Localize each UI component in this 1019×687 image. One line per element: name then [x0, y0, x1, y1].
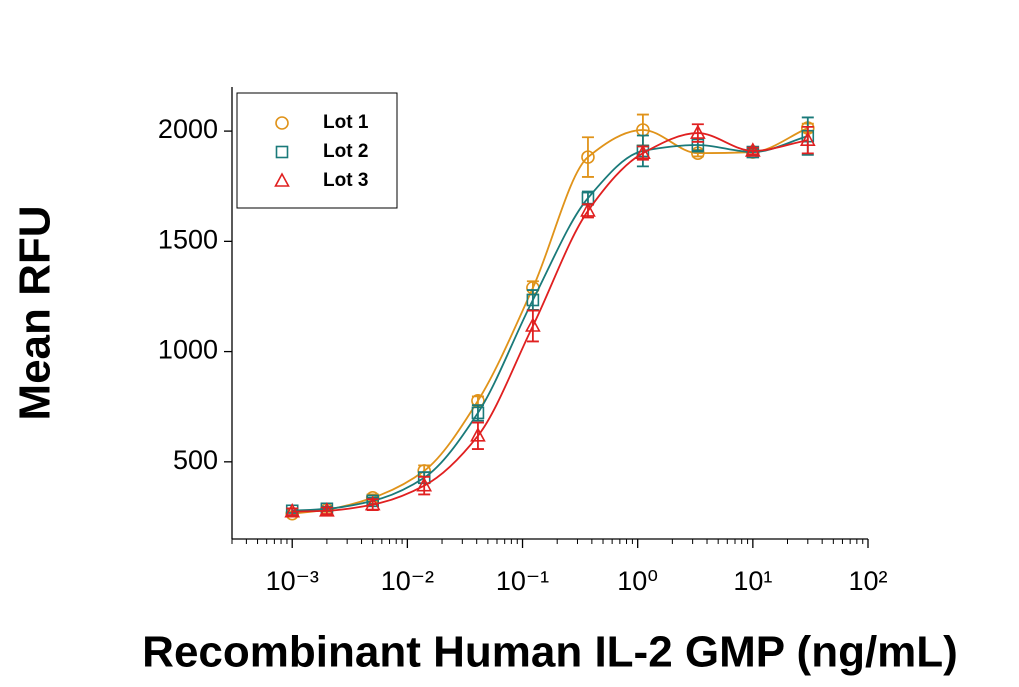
y-tick-label: 1000: [158, 335, 218, 365]
y-axis-title: Mean RFU: [11, 205, 60, 420]
point: [364, 495, 381, 511]
y-tick-label: 1500: [158, 224, 218, 254]
legend-box: [236, 92, 398, 209]
point: [690, 124, 706, 139]
error-bar: [801, 126, 814, 155]
point: [581, 150, 595, 164]
y-tick-label: 500: [173, 445, 218, 475]
x-tick-label: 10⁰: [617, 566, 658, 596]
point: [746, 145, 760, 159]
point: [799, 131, 816, 146]
error-bar: [471, 421, 484, 450]
error-bar: [581, 136, 594, 178]
x-tick-label: 10⁻¹: [496, 566, 549, 596]
point: [471, 406, 485, 420]
point: [319, 502, 335, 517]
legend-item: Lot 1: [275, 112, 369, 133]
y-tick-label: 2000: [158, 114, 218, 144]
point: [744, 142, 761, 157]
point: [416, 476, 433, 492]
legend-marker: [275, 145, 289, 159]
legend-label: Lot 1: [323, 112, 369, 133]
x-axis-title: Recombinant Human IL-2 GMP (ng/mL): [142, 628, 958, 677]
point: [526, 293, 540, 307]
x-tick-label: 10⁻³: [266, 566, 319, 596]
x-tick-label: 10⁻²: [381, 566, 434, 596]
legend-marker: [275, 116, 289, 130]
x-tick-label: 10¹: [733, 566, 772, 596]
legend-item: Lot 2: [275, 141, 368, 162]
legend-label: Lot 3: [323, 170, 368, 191]
point: [284, 502, 301, 518]
point: [470, 427, 486, 442]
legend-marker: [274, 172, 290, 187]
error-bar: [526, 309, 539, 343]
legend-item: Lot 3: [274, 170, 368, 191]
error-bar: [286, 507, 299, 516]
error-bar: [746, 146, 759, 156]
point: [635, 144, 651, 159]
x-tick-label: 10²: [848, 566, 887, 596]
point: [580, 202, 596, 217]
error-bar: [320, 506, 333, 515]
point: [525, 317, 541, 332]
legend-label: Lot 2: [323, 141, 368, 162]
